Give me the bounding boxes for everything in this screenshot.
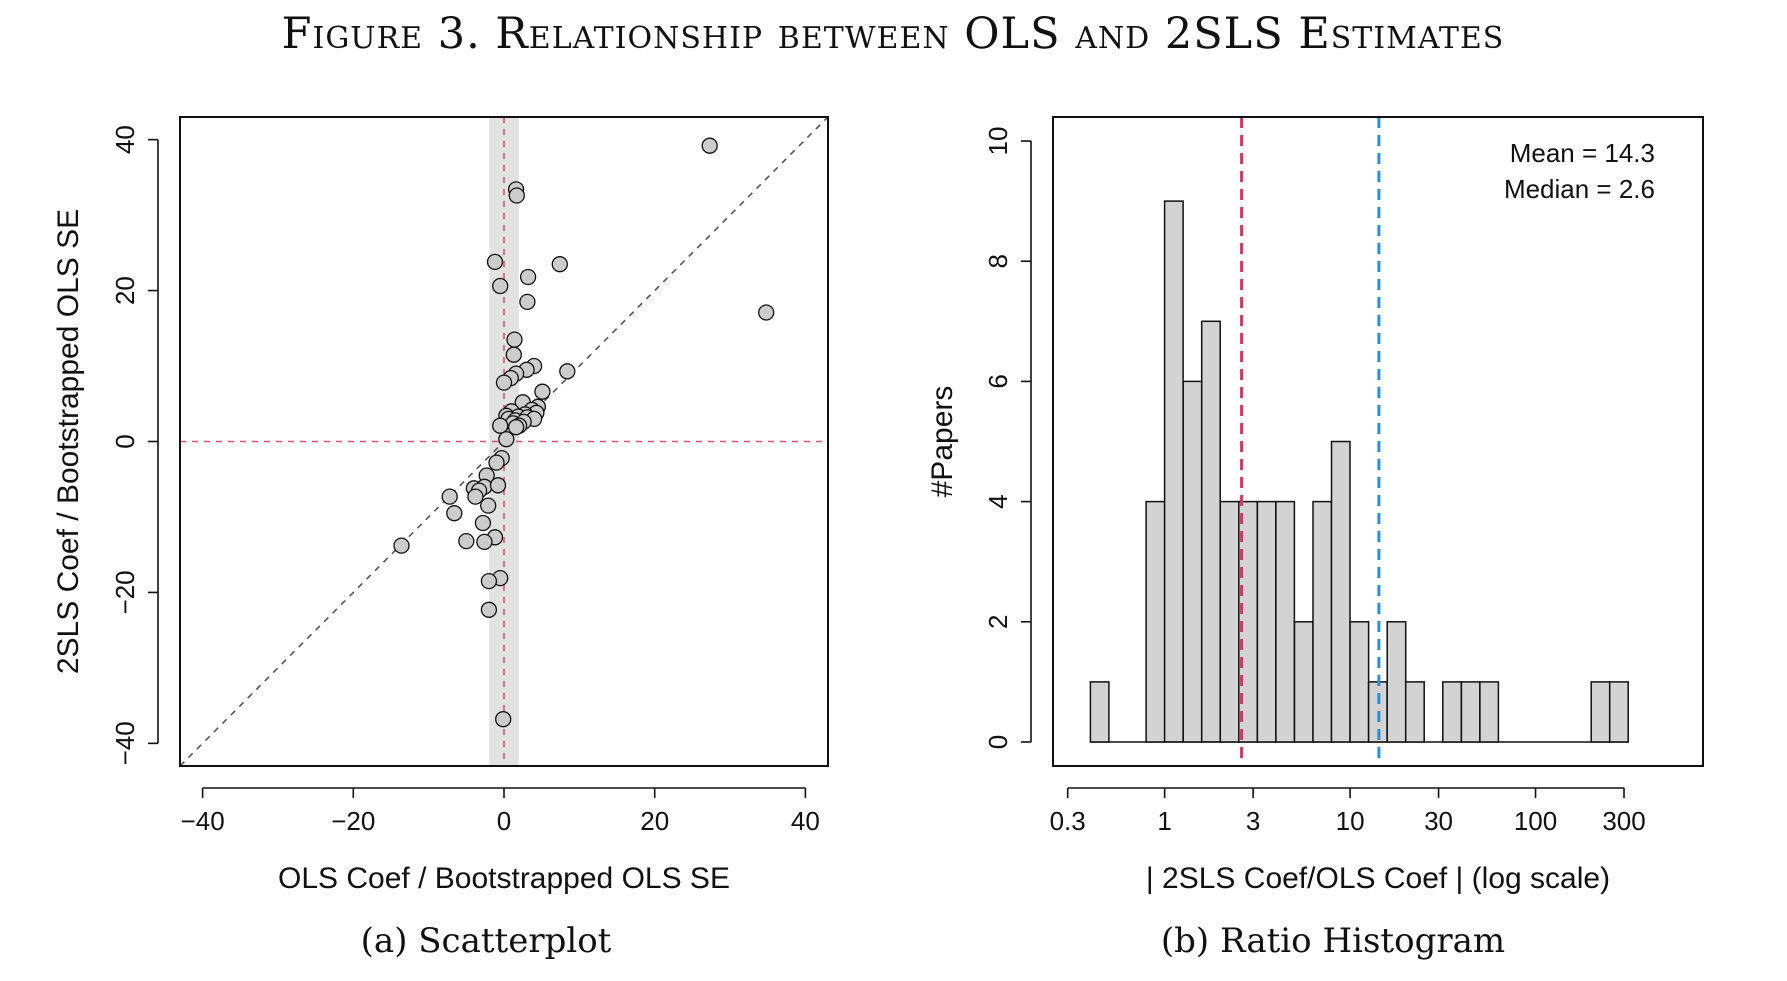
scatter-point bbox=[480, 601, 498, 618]
scatter-point bbox=[489, 477, 507, 494]
histogram-bar bbox=[1182, 380, 1203, 743]
histogram-bar bbox=[1200, 320, 1221, 743]
histogram-x-tick-label: 1 bbox=[1157, 806, 1171, 836]
histogram-plot-frame bbox=[1052, 116, 1704, 767]
scatter-point bbox=[507, 419, 525, 436]
scatter-y-tick-label: −40 bbox=[110, 721, 140, 765]
histogram-panel: 0.3 1 3 10 30 100 300 0 2 4 6 8 10 Mean = 14.3 Medi… bbox=[926, 116, 1704, 961]
scatter-y-axis-label: 2SLS Coef / Bootstrapped OLS SE bbox=[52, 209, 85, 674]
scatter-panel: −40 −20 0 20 40 −40 −20 0 20 40 OLS Coef / Boots… bbox=[52, 116, 829, 961]
scatter-point bbox=[441, 488, 458, 505]
histogram-caption: (b) Ratio Histogram bbox=[1161, 921, 1505, 961]
scatter-point bbox=[393, 537, 410, 554]
histogram-x-tick-label: 300 bbox=[1602, 806, 1645, 836]
scatter-point bbox=[480, 497, 497, 514]
median-annotation: Median = 2.6 bbox=[1504, 174, 1655, 204]
histogram-bar bbox=[1275, 500, 1296, 743]
scatter-point bbox=[495, 374, 513, 391]
scatter-point bbox=[559, 363, 576, 380]
histogram-y-axis-label: #Papers bbox=[926, 386, 959, 498]
histogram-x-tick-label: 3 bbox=[1246, 806, 1260, 836]
histogram-x-tick-label: 100 bbox=[1514, 806, 1557, 836]
scatter-point bbox=[476, 533, 493, 551]
scatter-point bbox=[488, 454, 505, 471]
scatter-point bbox=[758, 304, 775, 321]
scatter-point bbox=[446, 505, 463, 522]
histogram-y-tick-label: 2 bbox=[983, 615, 1013, 629]
histogram-bar bbox=[1089, 681, 1110, 743]
scatter-point bbox=[701, 137, 718, 154]
histogram-x-axis-label: | 2SLS Coef/OLS Coef | (log scale) bbox=[1146, 862, 1610, 895]
histogram-bar bbox=[1479, 681, 1500, 743]
scatter-y-axis: −40 −20 0 20 40 bbox=[110, 125, 159, 765]
scatter-point bbox=[505, 346, 522, 363]
scatter-y-tick-label: −20 bbox=[110, 570, 140, 614]
histogram-bar bbox=[1256, 500, 1277, 743]
histogram-bar bbox=[1145, 500, 1166, 743]
histogram-x-tick-label: 10 bbox=[1336, 806, 1365, 836]
histogram-bar bbox=[1590, 681, 1611, 743]
histogram-bar bbox=[1293, 621, 1314, 743]
histogram-y-axis: 0 2 4 6 8 10 bbox=[983, 127, 1032, 749]
scatter-x-tick-label: 20 bbox=[640, 806, 669, 836]
histogram-bar bbox=[1386, 621, 1407, 743]
scatter-points bbox=[393, 137, 775, 728]
scatter-point bbox=[467, 488, 484, 505]
scatter-x-tick-label: −20 bbox=[331, 806, 375, 836]
scatter-plot-frame bbox=[179, 116, 829, 767]
scatter-point bbox=[458, 532, 475, 550]
histogram-y-tick-label: 10 bbox=[983, 127, 1013, 156]
histogram-bar bbox=[1219, 500, 1240, 743]
figure-title: Figure 3. Relationship between OLS and 2… bbox=[282, 9, 1505, 59]
histogram-x-axis: 0.3 1 3 10 30 100 300 bbox=[1050, 787, 1646, 836]
scatter-point bbox=[495, 711, 512, 728]
scatter-point bbox=[506, 331, 523, 348]
histogram-bar bbox=[1330, 440, 1351, 743]
scatter-point bbox=[519, 293, 536, 311]
scatter-point bbox=[474, 514, 492, 532]
mean-annotation: Mean = 14.3 bbox=[1510, 138, 1655, 168]
scatter-point bbox=[519, 268, 537, 286]
scatter-x-axis-label: OLS Coef / Bootstrapped OLS SE bbox=[278, 862, 730, 895]
scatter-y-tick-label: 40 bbox=[110, 125, 140, 154]
histogram-y-tick-label: 4 bbox=[983, 494, 1013, 508]
scatter-caption: (a) Scatterplot bbox=[361, 921, 612, 961]
histogram-bar bbox=[1163, 200, 1184, 743]
histogram-bar bbox=[1442, 681, 1463, 743]
scatter-point bbox=[492, 417, 509, 434]
histogram-y-tick-label: 6 bbox=[983, 374, 1013, 388]
scatter-x-axis: −40 −20 0 20 40 bbox=[181, 787, 820, 836]
scatter-point bbox=[480, 572, 498, 590]
scatter-x-tick-label: 0 bbox=[497, 806, 511, 836]
scatter-point bbox=[508, 187, 525, 204]
scatter-x-tick-label: 40 bbox=[791, 806, 820, 836]
histogram-y-tick-label: 8 bbox=[983, 254, 1013, 268]
scatter-y-tick-label: 20 bbox=[110, 276, 140, 305]
histogram-bar bbox=[1608, 681, 1629, 743]
scatter-point bbox=[534, 383, 551, 400]
histogram-y-tick-label: 0 bbox=[983, 735, 1013, 749]
histogram-bar bbox=[1349, 621, 1370, 743]
histogram-bar bbox=[1404, 681, 1425, 743]
scatter-point bbox=[486, 253, 504, 271]
scatter-point bbox=[498, 431, 515, 448]
histogram-x-tick-label: 30 bbox=[1424, 806, 1453, 836]
scatter-y-tick-label: 0 bbox=[110, 434, 140, 448]
scatter-point bbox=[492, 277, 509, 295]
histogram-bar bbox=[1460, 681, 1481, 743]
histogram-bars bbox=[1089, 200, 1629, 743]
scatter-point bbox=[551, 256, 568, 273]
scatter-x-tick-label: −40 bbox=[181, 806, 225, 836]
histogram-bar bbox=[1312, 500, 1333, 743]
histogram-x-tick-label: 0.3 bbox=[1050, 806, 1086, 836]
